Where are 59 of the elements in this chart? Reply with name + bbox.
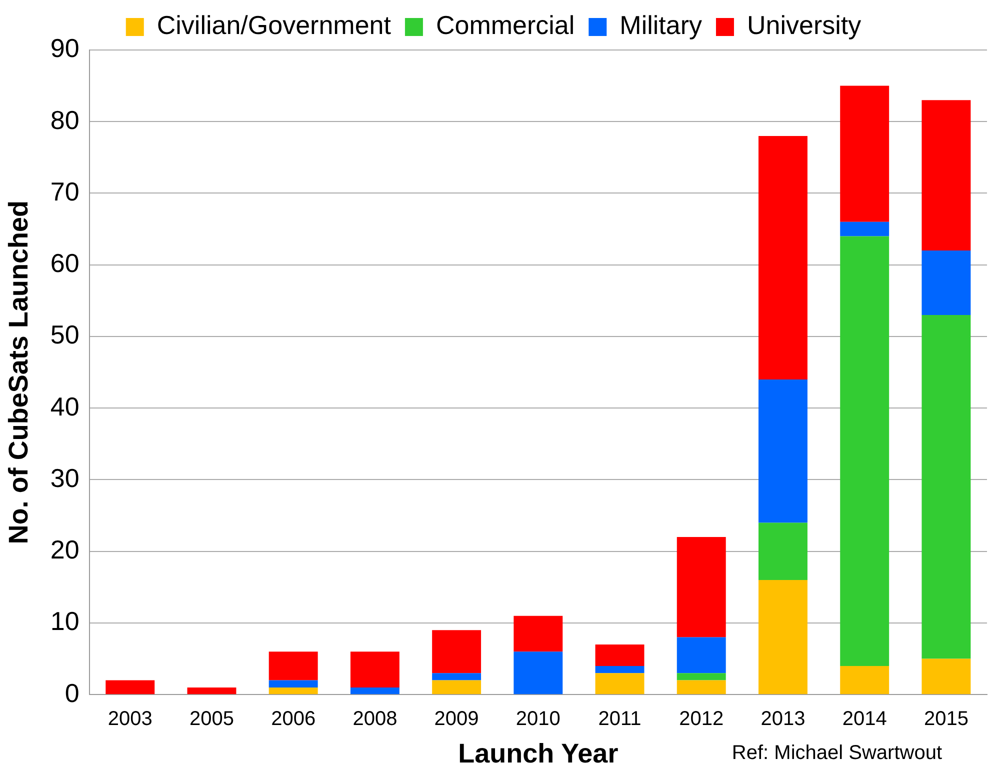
x-tick-label: 2003 <box>108 708 152 730</box>
bar <box>758 379 808 523</box>
bar <box>840 86 890 222</box>
legend-label: Commercial <box>436 10 575 40</box>
bar <box>268 652 318 680</box>
text: Ref: Michael Swartwout <box>732 742 942 765</box>
bar <box>268 680 318 688</box>
x-tick-label: 2010 <box>516 708 560 730</box>
bar <box>187 687 236 694</box>
y-tick-label: 80 <box>50 104 80 135</box>
x-tick-label: 2014 <box>842 708 887 730</box>
y-tick-label: 10 <box>50 606 80 636</box>
y-tick-label: 90 <box>50 33 80 64</box>
y-tick-label: 70 <box>50 176 80 206</box>
bar <box>922 250 971 315</box>
bar <box>676 680 726 694</box>
bar <box>676 537 726 638</box>
bar <box>432 680 482 694</box>
bar <box>676 673 726 680</box>
x-axis-title: Launch Year <box>458 738 619 768</box>
bar <box>268 687 318 694</box>
bar <box>106 680 155 694</box>
x-tick-label: 2008 <box>352 708 398 730</box>
y-tick-label: 40 <box>50 391 80 422</box>
x-tick-label: 2012 <box>679 708 724 730</box>
x-tick-label: 2013 <box>760 708 806 730</box>
y-tick-label: 30 <box>50 462 80 493</box>
y-tick-label: 50 <box>50 320 80 350</box>
x-tick-label: 2009 <box>434 708 479 730</box>
bar <box>432 673 482 680</box>
legend-label: Military <box>620 10 702 40</box>
bar <box>922 100 971 251</box>
x-tick-label: 2011 <box>598 708 642 730</box>
bar <box>922 315 971 659</box>
x-tick-label: 2015 <box>924 708 968 730</box>
x-tick-label: 2005 <box>189 708 234 730</box>
y-tick-label: 0 <box>64 678 80 708</box>
bar <box>840 222 890 236</box>
bar <box>758 522 808 580</box>
legend-label: Civilian/Government <box>156 10 392 40</box>
bar <box>676 637 726 674</box>
bar <box>595 666 644 674</box>
bar <box>758 580 808 694</box>
bar <box>922 658 971 694</box>
bar <box>595 644 644 666</box>
bar <box>758 136 808 380</box>
y-axis-title: No. of CubeSats Launched <box>4 200 34 544</box>
bar <box>432 630 482 674</box>
bar <box>350 687 400 694</box>
legend-label: University <box>746 10 862 40</box>
bar <box>514 616 563 652</box>
bar <box>595 673 644 694</box>
bar <box>840 236 890 666</box>
y-tick-label: 20 <box>50 534 80 565</box>
y-tick-label: 60 <box>50 248 80 278</box>
bar <box>514 652 563 694</box>
x-tick-label: 2006 <box>271 708 316 730</box>
bar <box>350 652 400 688</box>
bar <box>840 666 890 694</box>
